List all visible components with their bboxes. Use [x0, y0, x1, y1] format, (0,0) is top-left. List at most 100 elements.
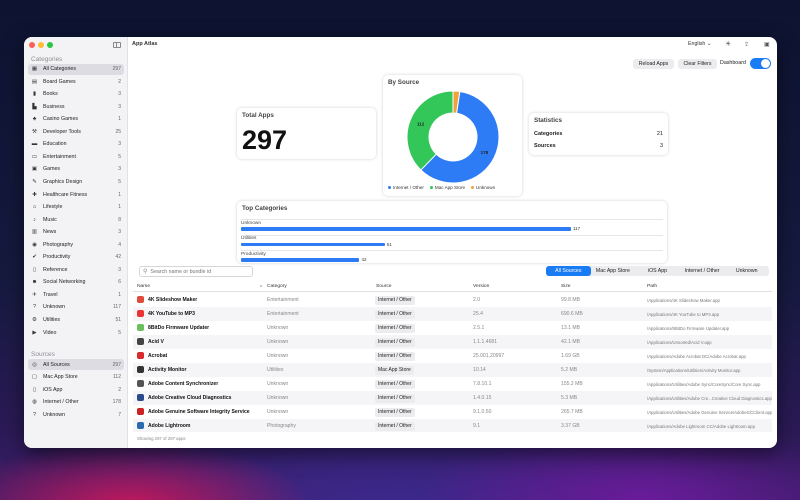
sidebar-category-count: 3 — [118, 91, 121, 98]
app-name: 8BitDo Firmware Updater — [148, 325, 210, 331]
table-row[interactable]: 8BitDo Firmware Updater Unknown Internet /… — [133, 321, 772, 335]
by-source-pie-chart: 178 112 — [406, 90, 500, 184]
close-window-button[interactable] — [29, 42, 35, 48]
sidebar-category-count: 42 — [115, 254, 121, 261]
segment-ios-app[interactable]: iOS App — [647, 268, 667, 274]
sidebar-source-count: 297 — [112, 361, 121, 368]
sidebar-category-news[interactable]: ▥ News 3 — [28, 227, 124, 238]
sidebar-category-casino-games[interactable]: ♣ Casino Games 1 — [28, 114, 124, 125]
sidebar-category-education[interactable]: ▬ Education 3 — [28, 139, 124, 150]
app-source-badge: Internet / Other — [375, 323, 415, 333]
sidebar-category-business[interactable]: ▙ Business 3 — [28, 101, 124, 112]
sidebar-category-productivity[interactable]: ✔ Productivity 42 — [28, 252, 124, 263]
sidebar-category-icon: ♣ — [32, 116, 37, 123]
sort-ascending-icon[interactable]: ⌃ — [259, 286, 264, 291]
sidebar-category-lifestyle[interactable]: ⌂ Lifestyle 1 — [28, 202, 124, 213]
language-select[interactable]: English ⌄ — [688, 41, 712, 47]
sidebar-category-photography[interactable]: ◉ Photography 4 — [28, 239, 124, 250]
app-version: 2.0 — [473, 297, 481, 303]
share-icon[interactable]: ⇪ — [744, 42, 750, 48]
sidebar-category-label: Healthcare Fitness — [43, 191, 88, 198]
sidebar-toggle-icon[interactable] — [113, 42, 121, 48]
app-version: 1.4.0.15 — [473, 395, 492, 401]
sidebar-category-count: 1 — [118, 116, 121, 123]
sidebar-category-label: Unknown — [43, 304, 66, 311]
table-row[interactable]: Adobe Content Synchronizer Unknown Interne… — [133, 377, 772, 391]
sidebar-source-all-sources[interactable]: ◎ All Sources 297 — [28, 359, 124, 370]
sidebar-category-games[interactable]: ▣ Games 3 — [28, 164, 124, 175]
column-header-size[interactable]: Size — [561, 284, 571, 289]
segment-internet-other[interactable]: Internet / Other — [684, 268, 720, 274]
app-category: Entertainment — [267, 311, 299, 317]
pie-slice-internet-other — [420, 90, 500, 184]
app-source-badge: Internet / Other — [375, 421, 415, 431]
table-row[interactable]: Activity Monitor Utilities Mac App Store 10… — [133, 363, 772, 377]
sidebar-source-internet-other[interactable]: ◍ Internet / Other 178 — [28, 397, 124, 408]
column-header-version[interactable]: Version — [473, 284, 490, 289]
table-row[interactable]: Adobe Genuine Software Integrity Service… — [133, 405, 772, 419]
sidebar-category-icon: ✈ — [32, 291, 37, 298]
column-header-source[interactable]: Source — [376, 284, 392, 289]
table-row[interactable]: Acrobat Unknown Internet / Other 25.001.209… — [133, 349, 772, 363]
zoom-window-button[interactable] — [47, 42, 53, 48]
sidebar-category-count: 117 — [113, 304, 121, 311]
sidebar-category-count: 5 — [118, 178, 121, 185]
minimize-window-button[interactable] — [38, 42, 44, 48]
segment-mac-app-store[interactable]: Mac App Store — [595, 268, 630, 274]
segment-unknown[interactable]: Unknown — [735, 268, 758, 274]
app-window: Categories ▦ All Categories 297 ▤ Board Game… — [24, 37, 777, 448]
app-version: 25.001.20997 — [473, 353, 505, 359]
sidebar-category-graphics-design[interactable]: ✎ Graphics Design 5 — [28, 176, 124, 187]
search-input[interactable] — [150, 268, 251, 275]
app-version: 7.8.10.1 — [473, 381, 492, 387]
sidebar-source-ios-app[interactable]: ▯ iOS App 2 — [28, 384, 124, 395]
sidebar-category-count: 3 — [118, 166, 121, 173]
sidebar-source-mac-app-store[interactable]: ▢ Mac App Store 112 — [28, 372, 124, 383]
app-path: /Applications/Adobe Acrobat DC/Adobe Acr… — [647, 353, 746, 359]
sidebar-category-icon: ✚ — [32, 191, 37, 198]
sidebar-category-video[interactable]: ▶ Video 5 — [28, 327, 124, 338]
sidebar-source-label: iOS App — [43, 386, 63, 393]
table-row[interactable]: Adobe Lightroom Photography Internet / Oth… — [133, 419, 772, 432]
sidebar-category-developer-tools[interactable]: ⚒ Developer Tools 25 — [28, 126, 124, 137]
search-field[interactable]: ⚲ — [139, 266, 253, 277]
sidebar-category-travel[interactable]: ✈ Travel 1 — [28, 289, 124, 300]
table-row[interactable]: 4K YouTube to MP3 Entertainment Internet /… — [133, 307, 772, 321]
sidebar-category-icon: ✎ — [32, 178, 37, 185]
sidebar-category-healthcare-fitness[interactable]: ✚ Healthcare Fitness 1 — [28, 189, 124, 200]
sidebar-category-entertainment[interactable]: ▭ Entertainment 5 — [28, 151, 124, 162]
sidebar-category-board-games[interactable]: ▤ Board Games 2 — [28, 76, 124, 87]
dashboard-toggle[interactable] — [750, 58, 771, 69]
sidebar-source-unknown[interactable]: ? Unknown 7 — [28, 409, 124, 420]
app-size: 265.7 MB — [561, 409, 583, 415]
app-name: Activity Monitor — [148, 367, 187, 373]
app-name: Acid V — [148, 339, 164, 345]
app-name: Adobe Content Synchronizer — [148, 381, 219, 387]
inspector-toggle-icon[interactable]: ▣ — [764, 42, 770, 48]
sidebar-category-reference[interactable]: ▯ Reference 3 — [28, 264, 124, 275]
column-header-name[interactable]: Name — [137, 284, 151, 289]
sidebar-category-label: Lifestyle — [43, 204, 63, 211]
table-row[interactable]: 4K Slideshow Maker Entertainment Internet … — [133, 293, 772, 307]
sidebar-category-utilities[interactable]: ⚙ Utilities 51 — [28, 315, 124, 326]
column-header-category[interactable]: Category — [267, 284, 287, 289]
segment-all-sources[interactable]: All Sources — [546, 266, 591, 276]
column-header-path[interactable]: Path — [647, 284, 658, 289]
app-source-badge: Internet / Other — [375, 407, 415, 417]
sidebar-category-icon: ▶ — [32, 329, 37, 336]
sidebar-category-social-networking[interactable]: ☻ Social Networking 6 — [28, 277, 124, 288]
reload-apps-button[interactable]: Reload Apps — [633, 59, 674, 69]
app-version: 9.1.0.50 — [473, 409, 492, 415]
sidebar-category-music[interactable]: ♪ Music 8 — [28, 214, 124, 225]
stat-label: Categories — [534, 131, 563, 137]
clear-filters-button[interactable]: Clear Filters — [678, 59, 717, 69]
legend-item: Unknown — [471, 185, 495, 190]
sidebar-source-count: 7 — [118, 411, 121, 418]
table-row[interactable]: Acid V Unknown Internet / Other 1.1.1.4681 4… — [133, 335, 772, 349]
sidebar-category-unknown[interactable]: ? Unknown 117 — [28, 302, 124, 313]
table-row[interactable]: Adobe Creative Cloud Diagnostics Unknown I… — [133, 391, 772, 405]
appearance-icon[interactable]: ☀ — [725, 41, 732, 48]
sidebar-category-all-categories[interactable]: ▦ All Categories 297 — [28, 63, 124, 75]
sidebar-category-books[interactable]: ▮ Books 3 — [28, 89, 124, 100]
app-size: 1.69 GB — [561, 353, 580, 359]
